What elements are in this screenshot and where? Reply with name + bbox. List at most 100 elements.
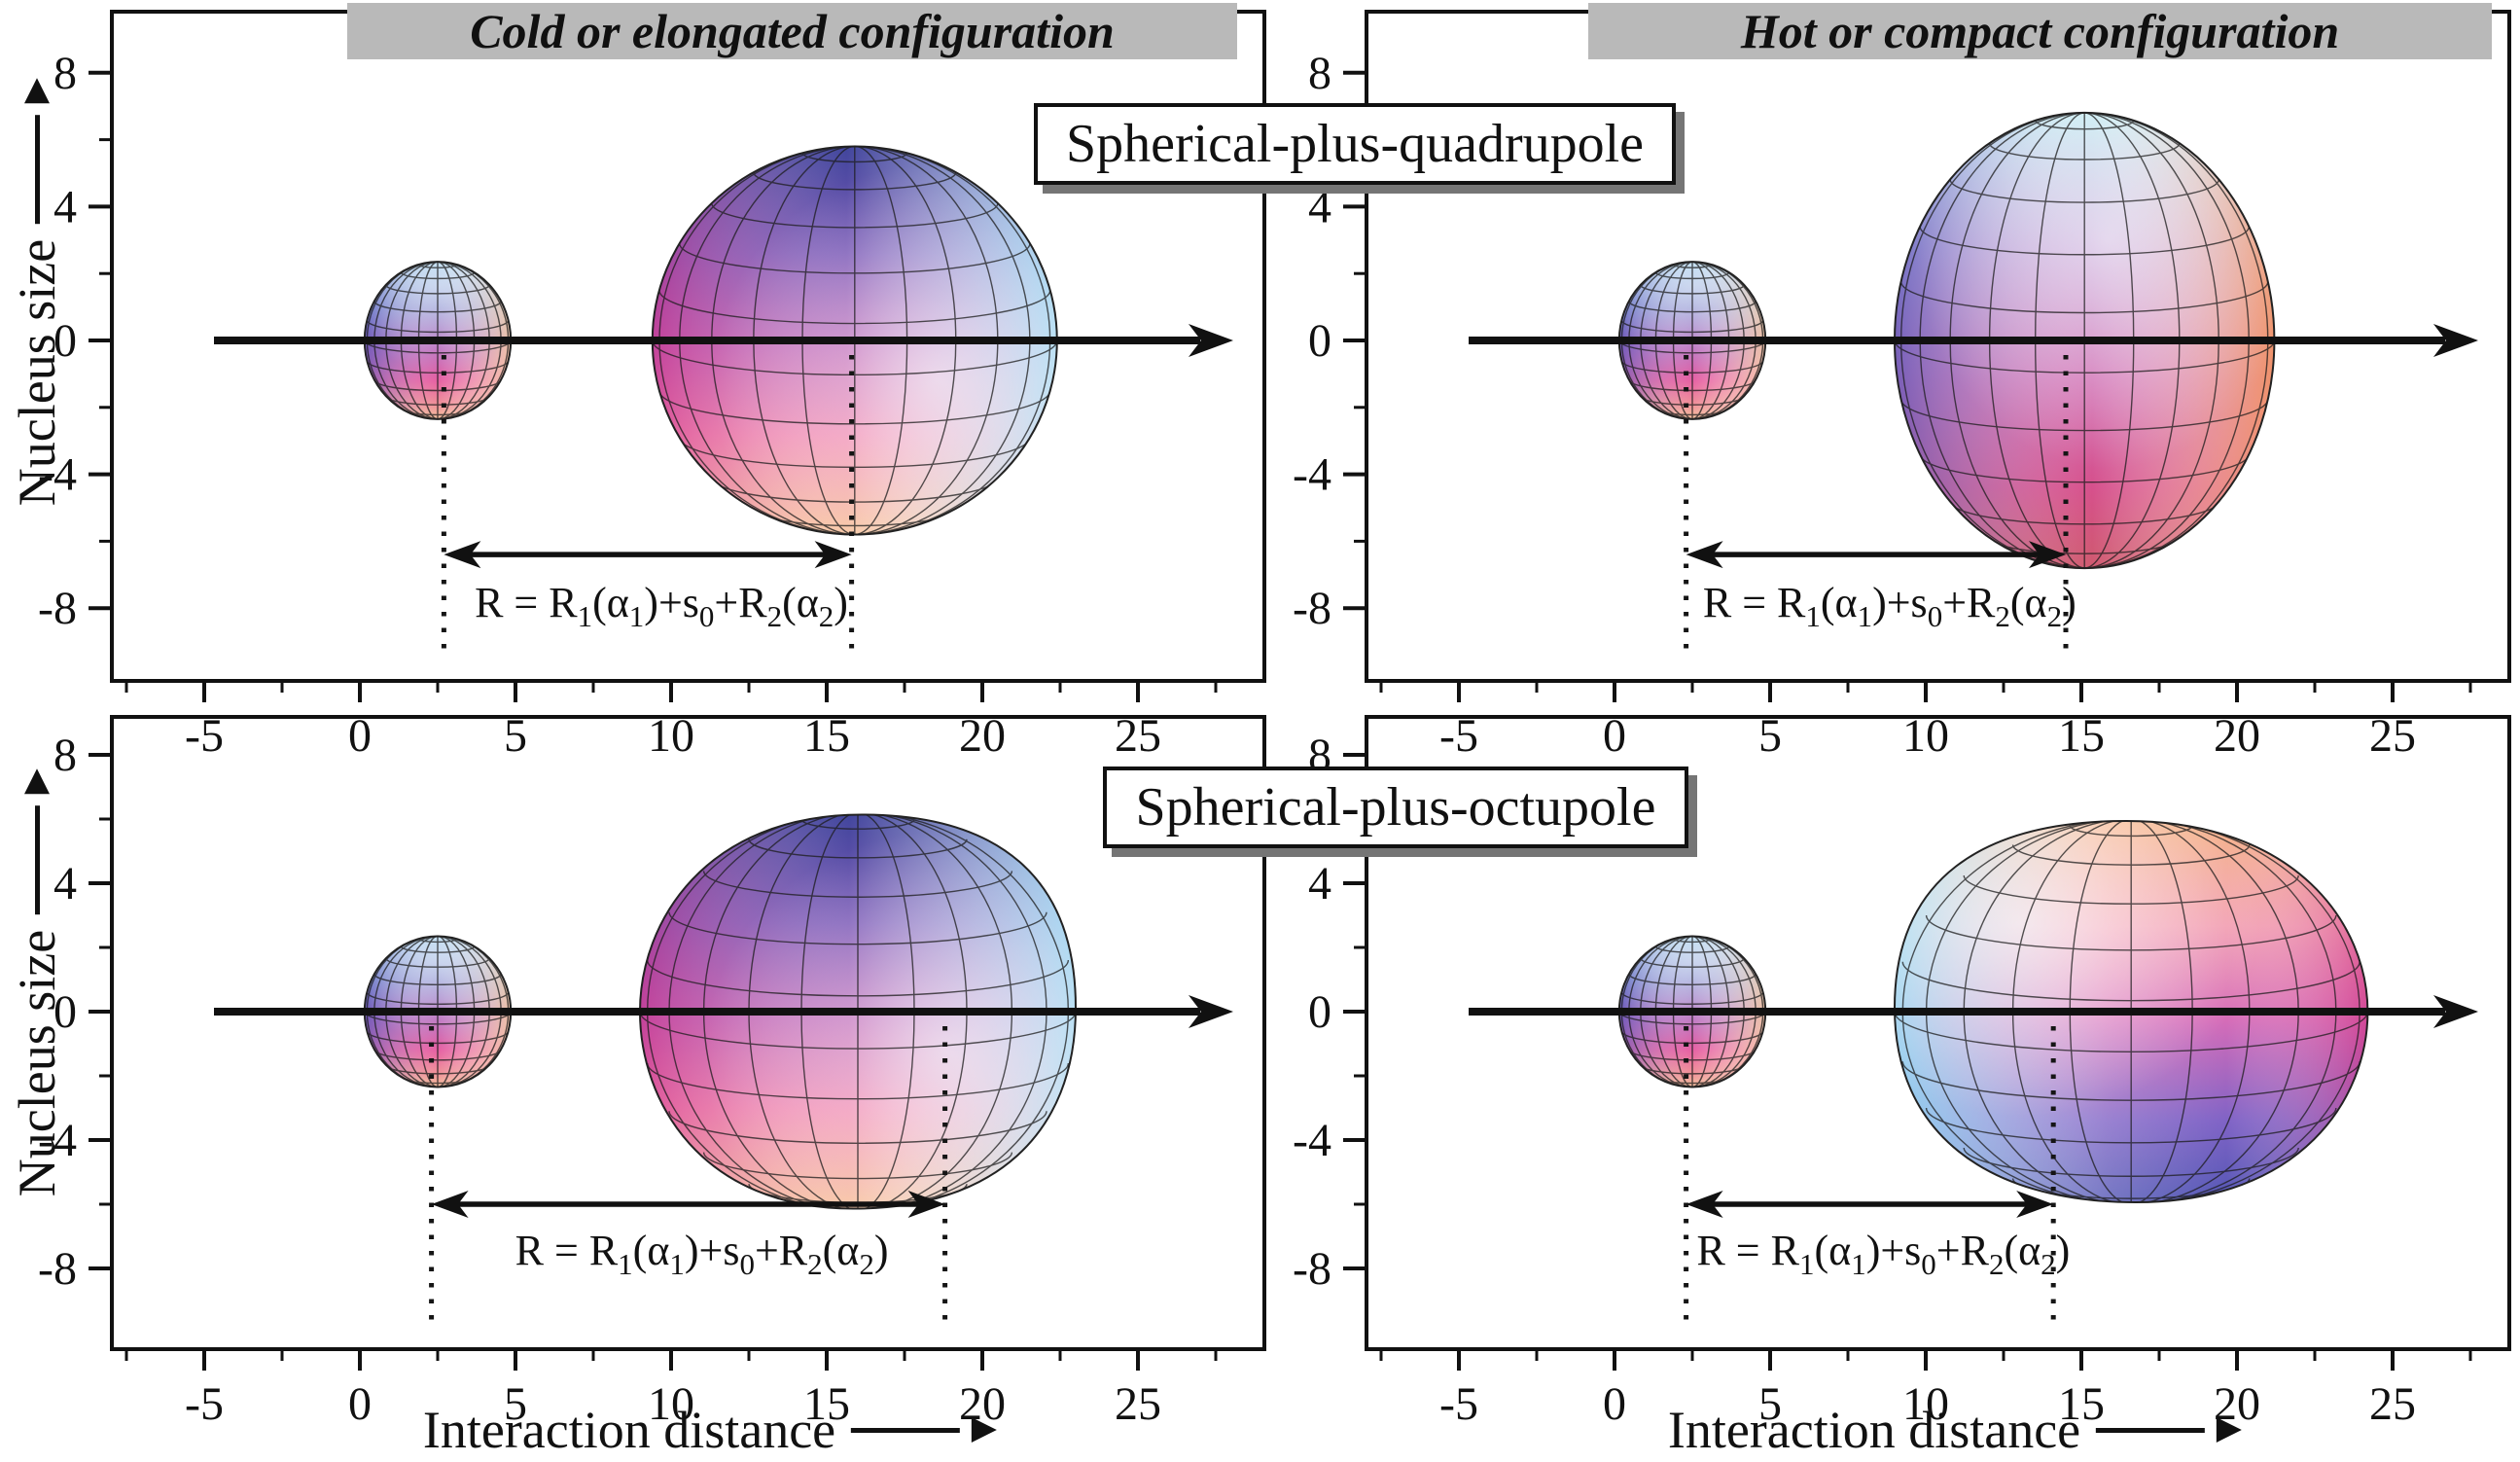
y-tick-label: 8	[53, 48, 77, 99]
formula-subscript: 1	[618, 1247, 633, 1282]
x-tick-label: 10	[648, 1378, 694, 1430]
arrowhead-icon	[2016, 1191, 2054, 1218]
formula-text: )+s	[1865, 1227, 1922, 1275]
formula-subscript: 1	[628, 599, 645, 634]
arrowhead-icon	[2433, 995, 2478, 1028]
formula-text: (α	[822, 1227, 860, 1275]
x-tick-label: 10	[1902, 1378, 1949, 1430]
y-tick-label: -4	[1293, 449, 1331, 501]
x-tick-label: -5	[1439, 1378, 1478, 1430]
formula-subscript: 2	[1995, 599, 2010, 634]
y-tick-label: 8	[53, 730, 77, 781]
x-tick-label: 15	[2058, 1378, 2105, 1430]
formula-text: R = R	[1696, 1227, 1799, 1275]
right-arrow-head-icon	[24, 77, 50, 103]
x-tick-label: 25	[2369, 1378, 2416, 1430]
y-tick-label: -4	[1293, 1115, 1331, 1166]
r-formula: R = R1(α1)+s0+R2(α2)	[1696, 1226, 2070, 1282]
y-tick-label: -8	[38, 583, 77, 634]
formula-text: (α	[632, 1227, 670, 1275]
x-axis-label-left-text: Interaction distance	[422, 1401, 836, 1459]
label-box-quadrupole: Spherical-plus-quadrupole	[1034, 103, 1676, 185]
arrowhead-icon	[431, 1191, 469, 1218]
arrowhead-icon	[1189, 324, 1233, 357]
label-box-octupole: Spherical-plus-octupole	[1103, 767, 1688, 848]
right-arrow-head-icon	[24, 767, 50, 794]
right-arrow-icon	[34, 114, 40, 224]
formula-text: (α	[592, 579, 629, 627]
x-tick-label: 0	[348, 1378, 372, 1430]
y-tick-label: 4	[1308, 181, 1331, 232]
formula-text: R = R	[1702, 579, 1806, 627]
arrowhead-icon	[907, 1191, 945, 1218]
y-tick-label: 0	[53, 315, 77, 367]
y-tick-label: 4	[53, 858, 77, 909]
column-title-hot: Hot or compact configuration	[1588, 3, 2492, 59]
formula-text: +R	[754, 1227, 808, 1275]
formula-subscript: 1	[1857, 599, 1873, 634]
x-tick-label: 5	[504, 1378, 527, 1430]
formula-subscript: 2	[859, 1247, 874, 1282]
formula-text: (α	[2004, 1227, 2041, 1275]
formula-subscript: 0	[1921, 1247, 1936, 1282]
x-axis-label-right-text: Interaction distance	[1667, 1401, 2081, 1459]
formula-subscript: 1	[1851, 1247, 1866, 1282]
x-axis-label-left: Interaction distance	[422, 1400, 998, 1460]
r-formula: R = R1(α1)+s0+R2(α2)	[475, 579, 848, 635]
formula-text: (α	[1820, 579, 1858, 627]
right-arrow-head-icon	[2217, 1417, 2243, 1443]
arrowhead-icon	[1686, 1191, 1723, 1218]
column-title-cold-text: Cold or elongated configuration	[470, 4, 1115, 58]
formula-subscript: 2	[807, 1247, 823, 1282]
formula-subscript: 0	[739, 1247, 755, 1282]
formula-text: R = R	[475, 579, 578, 627]
x-tick-label: 25	[1115, 1378, 1161, 1430]
y-tick-label: 8	[1308, 48, 1331, 99]
formula-text: )	[2055, 1227, 2071, 1275]
x-axis-label-right: Interaction distance	[1667, 1400, 2243, 1460]
formula-text: +R	[714, 579, 767, 627]
arrowhead-icon	[1189, 995, 1233, 1028]
x-tick-label: 5	[1758, 1378, 1782, 1430]
formula-text: (α	[782, 579, 819, 627]
formula-subscript: 2	[766, 599, 783, 634]
formula-text: R = R	[515, 1227, 619, 1275]
right-arrow-icon	[851, 1427, 961, 1433]
right-arrow-head-icon	[972, 1417, 998, 1443]
column-title-cold: Cold or elongated configuration	[347, 3, 1237, 59]
panel-border	[1365, 715, 2511, 1351]
formula-subscript: 2	[2041, 1247, 2056, 1282]
x-tick-label: 0	[1603, 1378, 1626, 1430]
arrowhead-icon	[1686, 541, 1723, 569]
y-axis-label-top-text: Nucleus size	[8, 238, 66, 507]
label-octupole-text: Spherical-plus-octupole	[1135, 777, 1656, 838]
panel-border	[110, 715, 1266, 1351]
y-tick-label: 4	[1308, 858, 1331, 909]
x-tick-label: 15	[803, 1378, 850, 1430]
formula-text: )+s	[684, 1227, 740, 1275]
arrowhead-icon	[2029, 541, 2066, 569]
arrowhead-icon	[2433, 324, 2478, 357]
formula-text: (α	[1814, 1227, 1852, 1275]
target-nucleus-outline	[638, 813, 1078, 1210]
y-tick-label: -4	[38, 449, 77, 501]
y-axis-label-top: Nucleus size	[7, 77, 67, 507]
formula-subscript: 0	[1927, 599, 1943, 634]
formula-text: +R	[1935, 1227, 1989, 1275]
y-tick-label: -8	[1293, 1243, 1331, 1295]
right-arrow-icon	[2096, 1427, 2206, 1433]
x-tick-label: -5	[185, 1378, 224, 1430]
formula-text: )	[873, 1227, 889, 1275]
formula-subscript: 0	[698, 599, 715, 634]
formula-subscript: 1	[577, 599, 593, 634]
right-arrow-icon	[34, 804, 40, 914]
formula-text: )	[834, 579, 848, 627]
y-tick-label: 0	[53, 986, 77, 1038]
arrowhead-icon	[444, 541, 481, 569]
formula-text: )	[2062, 579, 2076, 627]
formula-subscript: 1	[1798, 1247, 1815, 1282]
